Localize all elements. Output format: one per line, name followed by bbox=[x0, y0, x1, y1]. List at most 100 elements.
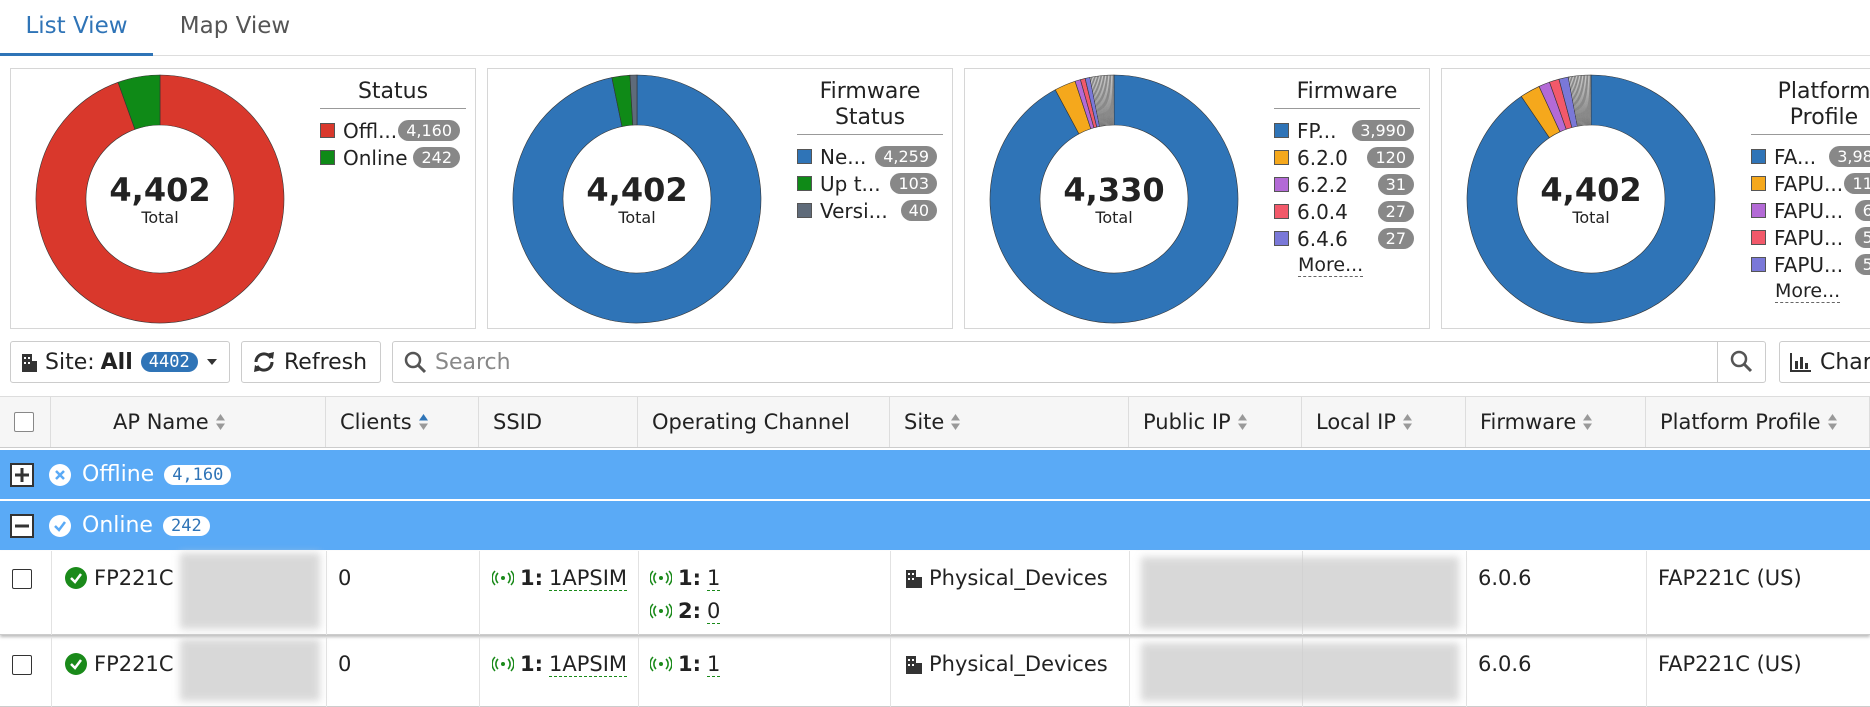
column-header-label: Public IP bbox=[1143, 410, 1231, 434]
legend-swatch bbox=[320, 123, 335, 138]
building-icon bbox=[905, 653, 923, 675]
legend-count: 4,259 bbox=[875, 146, 937, 167]
chart-icon-part bbox=[1805, 363, 1808, 369]
legend-item[interactable]: FAPU...56 bbox=[1751, 224, 1870, 251]
search-icon bbox=[1729, 349, 1755, 375]
sort-icon-part bbox=[1403, 424, 1412, 431]
search-box[interactable]: Search bbox=[392, 341, 1766, 383]
legend-item[interactable]: Offl...4,160 bbox=[320, 117, 466, 144]
caret bbox=[206, 358, 218, 366]
radio-icon bbox=[650, 570, 672, 586]
legend-title: Platform Profile bbox=[1751, 79, 1870, 135]
column-header[interactable]: AP Name bbox=[51, 397, 326, 447]
search-icon-part bbox=[418, 365, 425, 372]
building-icon-part bbox=[24, 357, 26, 359]
status-icon-part bbox=[49, 515, 71, 537]
channel: 1:1 bbox=[650, 563, 720, 593]
sort-icon bbox=[1402, 413, 1413, 431]
building-icon bbox=[21, 351, 37, 373]
blurred-serial bbox=[180, 639, 320, 701]
legend-label: FAPU... bbox=[1774, 199, 1843, 223]
tab[interactable]: Map View bbox=[160, 0, 310, 56]
column-header[interactable]: Public IP bbox=[1129, 397, 1302, 447]
column-header[interactable]: Platform Profile bbox=[1646, 397, 1870, 447]
donut-total-caption: Total bbox=[617, 208, 655, 227]
more-link[interactable]: More... bbox=[1298, 254, 1363, 277]
legend-count: 27 bbox=[1378, 228, 1414, 249]
group-name: Online bbox=[82, 513, 153, 538]
legend-swatch bbox=[1274, 231, 1289, 246]
donut-total-caption: Total bbox=[140, 208, 178, 227]
column-divider bbox=[326, 551, 327, 635]
building-icon-part bbox=[22, 354, 32, 372]
donut-total: 4,402 bbox=[109, 171, 210, 209]
legend-item[interactable]: FAPU... 64 bbox=[1751, 197, 1870, 224]
row-checkbox[interactable] bbox=[12, 569, 32, 589]
refresh-button[interactable]: Refresh bbox=[241, 341, 381, 383]
legend-item[interactable]: Up t...103 bbox=[797, 170, 943, 197]
column-header-label: Operating Channel bbox=[652, 410, 850, 434]
column-divider bbox=[1466, 637, 1467, 707]
column-header[interactable]: SSID bbox=[479, 397, 638, 447]
building-icon bbox=[905, 567, 923, 589]
building-icon-part bbox=[912, 578, 914, 580]
refresh-label: Refresh bbox=[284, 350, 367, 375]
legend-swatch bbox=[1274, 204, 1289, 219]
more-link[interactable]: More... bbox=[1775, 280, 1840, 303]
legend-swatch bbox=[1751, 176, 1766, 191]
column-divider bbox=[638, 637, 639, 707]
legend-count: 64 bbox=[1855, 200, 1870, 221]
legend-title: Firmware bbox=[1274, 79, 1420, 109]
building-icon-part bbox=[916, 663, 922, 674]
chart-button-label: Chart bbox=[1820, 350, 1870, 375]
legend-item[interactable]: FA...3,984 bbox=[1751, 143, 1870, 170]
chart-icon-part bbox=[1800, 357, 1803, 369]
tab[interactable]: List View bbox=[0, 0, 153, 56]
header-checkbox[interactable] bbox=[14, 412, 34, 432]
row-checkbox-cell bbox=[12, 569, 32, 589]
blurred-ip bbox=[1141, 557, 1459, 629]
legend-item[interactable]: FAPU...115 bbox=[1751, 170, 1870, 197]
building-icon-part bbox=[908, 659, 910, 661]
column-header[interactable]: Firmware bbox=[1466, 397, 1646, 447]
online-icon bbox=[64, 652, 88, 676]
ap-name: FP221C bbox=[94, 566, 174, 590]
channel-value: 1 bbox=[707, 652, 720, 677]
expand-icon bbox=[10, 463, 34, 487]
legend-item[interactable]: FAPU...54 bbox=[1751, 251, 1870, 278]
donut-total-caption: Total bbox=[1571, 208, 1609, 227]
ssid: 1:1APSIM bbox=[492, 563, 627, 593]
legend-title: Status bbox=[320, 79, 466, 109]
building-icon-part bbox=[28, 357, 30, 359]
legend-item[interactable]: Versi...40 bbox=[797, 197, 943, 224]
legend-label: FP... bbox=[1297, 119, 1337, 143]
column-header[interactable]: Clients bbox=[326, 397, 479, 447]
building-icon-part bbox=[28, 362, 30, 364]
donut-total: 4,402 bbox=[1540, 171, 1641, 209]
column-header[interactable]: Site bbox=[890, 397, 1129, 447]
legend-swatch bbox=[1751, 149, 1766, 164]
channel-value: 1 bbox=[707, 566, 720, 591]
legend-item[interactable]: FP...3,990 bbox=[1274, 117, 1420, 144]
column-header[interactable]: Operating Channel bbox=[638, 397, 890, 447]
chart-button[interactable]: Chart bbox=[1779, 341, 1870, 383]
legend-item[interactable]: Ne...4,259 bbox=[797, 143, 943, 170]
column-header-label: Site bbox=[904, 410, 944, 434]
legend-swatch bbox=[1751, 203, 1766, 218]
ssid-radio: 1: bbox=[520, 652, 543, 676]
column-header[interactable]: Local IP bbox=[1302, 397, 1466, 447]
row-checkbox[interactable] bbox=[12, 655, 32, 675]
legend-label: Offl... bbox=[343, 119, 397, 143]
ssid: 1:1APSIM bbox=[492, 649, 627, 679]
